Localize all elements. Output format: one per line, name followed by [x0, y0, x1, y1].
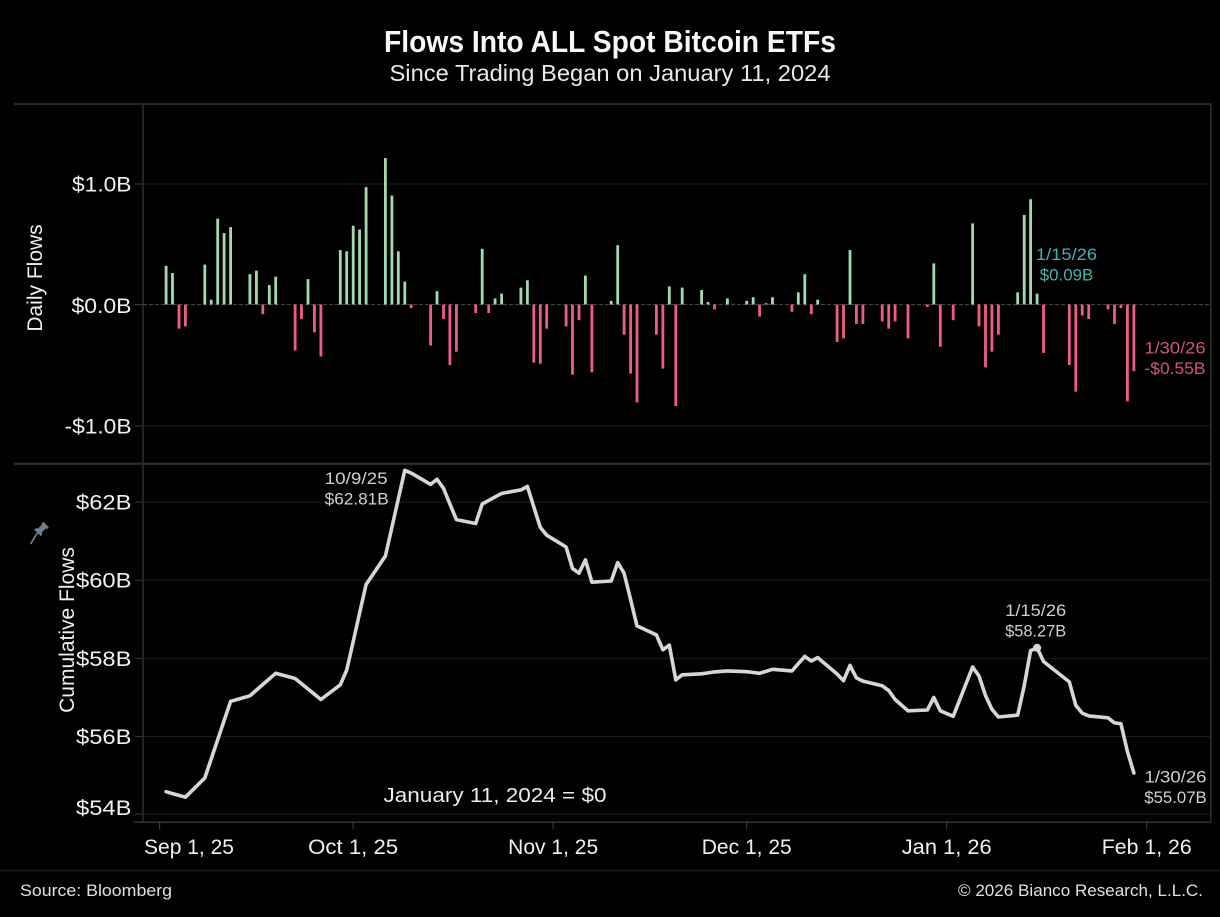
svg-text:Nov 1, 25: Nov 1, 25 [508, 836, 598, 859]
svg-text:Sep 1, 25: Sep 1, 25 [144, 836, 234, 859]
svg-text:1/15/26: 1/15/26 [1036, 246, 1097, 264]
svg-text:$0.09B: $0.09B [1040, 267, 1094, 285]
svg-text:Feb 1, 26: Feb 1, 26 [1102, 836, 1192, 859]
svg-text:Jan 1, 26: Jan 1, 26 [902, 836, 992, 859]
svg-text:Oct 1, 25: Oct 1, 25 [308, 836, 398, 859]
svg-text:© 2026 Bianco Research, L.L.C.: © 2026 Bianco Research, L.L.C. [958, 882, 1203, 900]
svg-text:1/30/26: 1/30/26 [1145, 769, 1207, 787]
svg-text:$58B: $58B [76, 648, 132, 671]
svg-text:$58.27B: $58.27B [1005, 623, 1066, 641]
svg-text:1/30/26: 1/30/26 [1144, 340, 1205, 358]
svg-text:$56B: $56B [76, 726, 132, 749]
svg-text:Since Trading Began on January: Since Trading Began on January 11, 2024 [390, 60, 831, 86]
svg-text:$62.81B: $62.81B [325, 491, 389, 509]
svg-text:$54B: $54B [76, 797, 132, 820]
svg-text:Flows Into ALL Spot Bitcoin ET: Flows Into ALL Spot Bitcoin ETFs [384, 24, 836, 59]
svg-text:Dec 1, 25: Dec 1, 25 [702, 836, 792, 859]
svg-text:1/15/26: 1/15/26 [1005, 602, 1066, 620]
svg-text:$62B: $62B [76, 492, 132, 515]
svg-text:-$0.55B: -$0.55B [1145, 360, 1206, 378]
svg-text:-$1.0B: -$1.0B [65, 416, 132, 439]
svg-text:$0.0B: $0.0B [72, 295, 132, 318]
svg-text:10/9/25: 10/9/25 [325, 470, 388, 488]
svg-text:$55.07B: $55.07B [1144, 789, 1207, 807]
svg-text:$60B: $60B [76, 570, 132, 593]
svg-text:Cumulative Flows: Cumulative Flows [56, 547, 79, 713]
svg-text:$1.0B: $1.0B [72, 174, 132, 197]
svg-text:January 11, 2024 = $0: January 11, 2024 = $0 [384, 784, 607, 807]
svg-text:Daily Flows: Daily Flows [24, 224, 47, 331]
svg-text:Source: Bloomberg: Source: Bloomberg [20, 882, 172, 900]
